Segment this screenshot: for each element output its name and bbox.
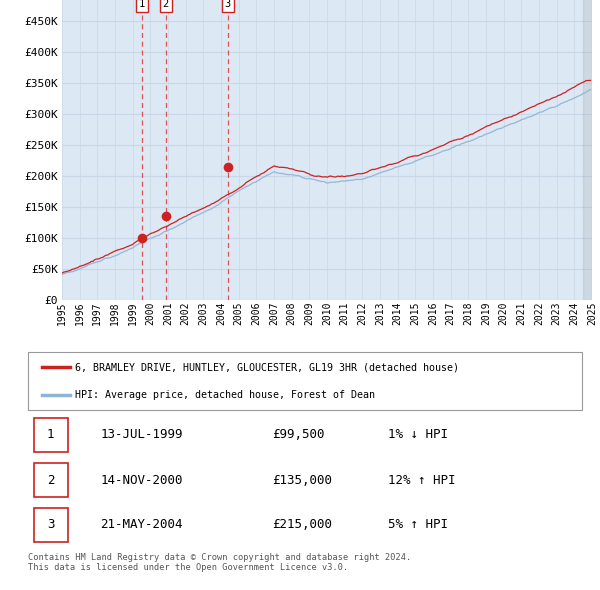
Text: 13-JUL-1999: 13-JUL-1999: [100, 428, 182, 441]
Text: 6, BRAMLEY DRIVE, HUNTLEY, GLOUCESTER, GL19 3HR (detached house): 6, BRAMLEY DRIVE, HUNTLEY, GLOUCESTER, G…: [75, 362, 459, 372]
Text: £135,000: £135,000: [272, 474, 332, 487]
Text: HPI: Average price, detached house, Forest of Dean: HPI: Average price, detached house, Fore…: [75, 390, 375, 400]
Text: 1: 1: [47, 428, 55, 441]
FancyBboxPatch shape: [34, 508, 68, 542]
Text: £99,500: £99,500: [272, 428, 324, 441]
Text: 2: 2: [163, 0, 169, 9]
Text: 5% ↑ HPI: 5% ↑ HPI: [388, 519, 448, 532]
Text: 1% ↓ HPI: 1% ↓ HPI: [388, 428, 448, 441]
Text: 1: 1: [139, 0, 145, 9]
Text: Contains HM Land Registry data © Crown copyright and database right 2024.
This d: Contains HM Land Registry data © Crown c…: [28, 553, 411, 572]
Text: 3: 3: [224, 0, 231, 9]
Text: 2: 2: [47, 474, 55, 487]
Text: £215,000: £215,000: [272, 519, 332, 532]
FancyBboxPatch shape: [28, 352, 582, 410]
Text: 12% ↑ HPI: 12% ↑ HPI: [388, 474, 455, 487]
Text: 21-MAY-2004: 21-MAY-2004: [100, 519, 182, 532]
Text: 3: 3: [47, 519, 55, 532]
Bar: [583, 0, 592, 300]
Text: 14-NOV-2000: 14-NOV-2000: [100, 474, 182, 487]
FancyBboxPatch shape: [34, 463, 68, 497]
FancyBboxPatch shape: [34, 418, 68, 452]
